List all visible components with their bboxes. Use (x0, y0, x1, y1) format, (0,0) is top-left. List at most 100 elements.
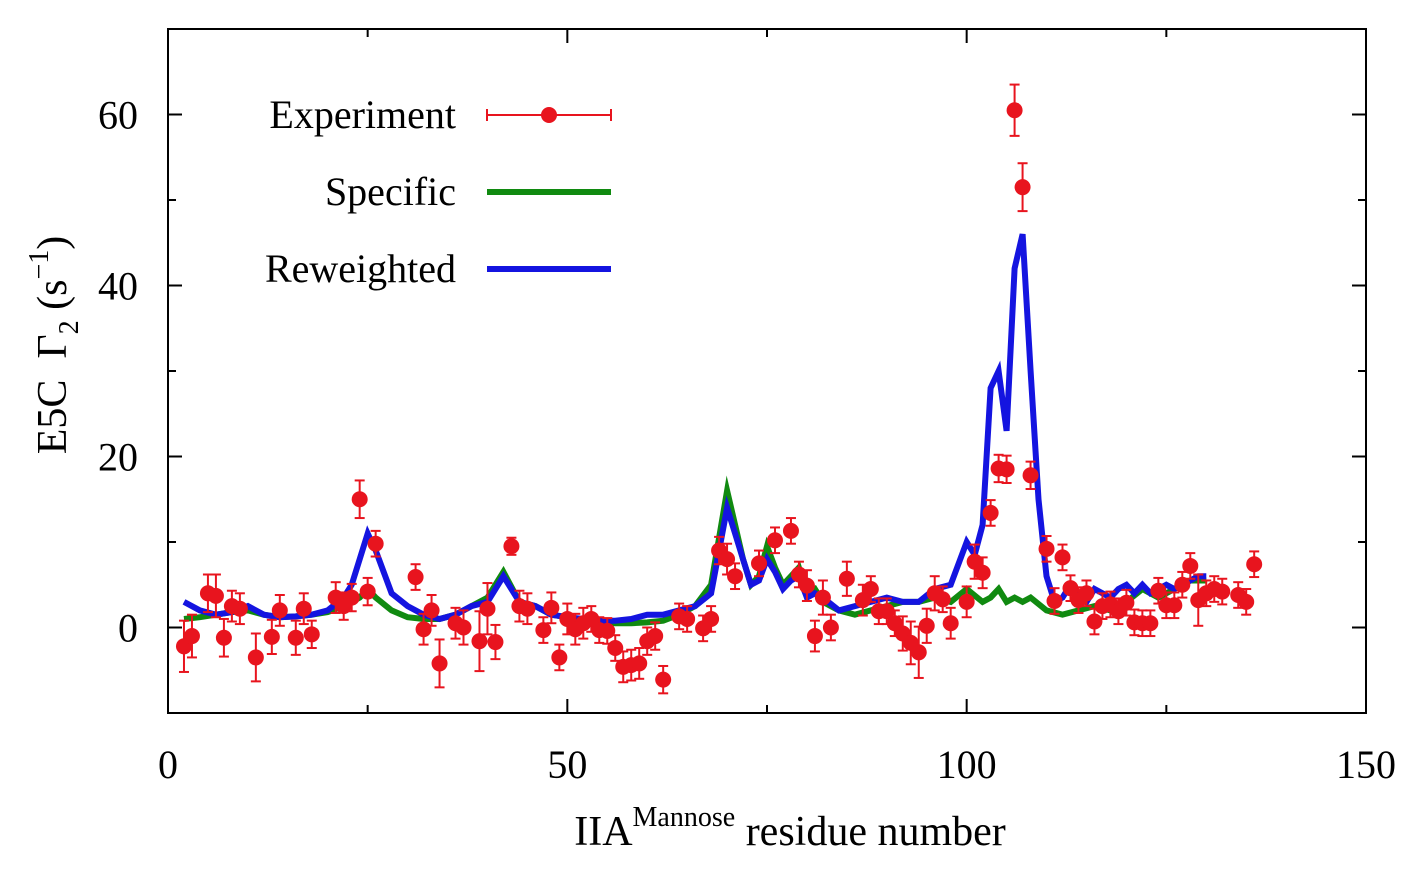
experiment-point (982, 504, 999, 521)
y-axis-label-post: ) (30, 236, 76, 250)
experiment-point (271, 602, 288, 619)
experiment-point (798, 577, 815, 594)
experiment-point (1150, 582, 1167, 599)
experiment-point (782, 522, 799, 539)
experiment-point (183, 628, 200, 645)
experiment-point (487, 634, 504, 651)
experiment-point (1214, 583, 1231, 600)
x-axis-label-main: IIA (574, 809, 633, 855)
tick-labels: 0 50 100 150 0 20 40 60 (98, 93, 1396, 788)
experiment-point (287, 629, 304, 646)
experiment-point (918, 617, 935, 634)
axis-ticks (167, 29, 1367, 713)
experiment-point (998, 461, 1015, 478)
experiment-point (655, 671, 672, 688)
experiment-point (1246, 556, 1263, 573)
experiment-point (351, 491, 368, 508)
y-tick-label: 0 (118, 606, 138, 651)
experiment-point (854, 592, 871, 609)
experiment-point (231, 600, 248, 617)
legend-experiment-marker (541, 107, 557, 123)
experiment-point (343, 589, 360, 606)
experiment-point (535, 622, 552, 639)
experiment-point (423, 602, 440, 619)
experiment-point (1238, 593, 1255, 610)
x-tick-label: 150 (1336, 742, 1396, 787)
experiment-point (631, 655, 648, 672)
experiment-point (1006, 102, 1023, 119)
experiment-point (455, 619, 472, 636)
experiment-point (934, 591, 951, 608)
plot-frame (167, 28, 1367, 714)
plot-content (175, 83, 1263, 695)
experiment-point (471, 633, 488, 650)
experiment-point (1174, 576, 1191, 593)
experiment-point (1014, 179, 1031, 196)
experiment-point (647, 628, 664, 645)
experiment-point (814, 589, 831, 606)
x-tick-label: 50 (547, 742, 587, 787)
experiment-point (263, 628, 280, 645)
experiment-point (1182, 557, 1199, 574)
y-axis-label: E5C Γ2 (s−1) (24, 236, 85, 455)
experiment-point (1046, 592, 1063, 609)
experiment-point (207, 587, 224, 604)
experiment-point (295, 600, 312, 617)
experiment-point (679, 610, 696, 627)
x-tick-label: 100 (937, 742, 997, 787)
experiment-point (806, 628, 823, 645)
experiment-point (415, 621, 432, 638)
experiment-point (727, 568, 744, 585)
experiment-point (1078, 585, 1095, 602)
y-tick-label: 60 (98, 93, 138, 138)
experiment-point (1142, 615, 1159, 632)
experiment-point (551, 649, 568, 666)
experiment-point (303, 626, 320, 643)
y-axis-label-mid: (s (30, 280, 76, 321)
experiment-point (751, 555, 768, 572)
y-tick-label: 40 (98, 264, 138, 309)
experiment-point (1038, 540, 1055, 557)
experiment-point (862, 581, 879, 598)
experiment-point (838, 570, 855, 587)
x-tick-label: 0 (158, 742, 178, 787)
experiment-point (607, 640, 624, 657)
y-axis-label-sub: 2 (54, 320, 85, 334)
y-axis-label-sup: −1 (24, 250, 55, 280)
experiment-point (974, 564, 991, 581)
experiment-point (503, 538, 520, 555)
x-axis-label-rest: residue number (735, 809, 1006, 855)
experiment-point (543, 599, 560, 616)
experiment-point (1086, 613, 1103, 630)
x-axis-label: IIAMannose residue number (574, 802, 1006, 855)
experiment-point (215, 629, 232, 646)
legend-label: Experiment (269, 92, 456, 137)
y-axis-label-pre: E5C Γ (30, 334, 76, 454)
experiment-point (583, 610, 600, 627)
experiment-point (479, 600, 496, 617)
experiment-point (367, 535, 384, 552)
experiment-point (719, 551, 736, 568)
experiment-point (822, 619, 839, 636)
experiment-point (431, 655, 448, 672)
experiment-point (247, 649, 264, 666)
y-tick-label: 20 (98, 435, 138, 480)
experiment-point (1054, 549, 1071, 566)
experiment-point (878, 603, 895, 620)
experiment-point (359, 583, 376, 600)
legend-label: Specific (325, 169, 456, 214)
experiment-point (407, 569, 424, 586)
legend: Experiment Specific Reweighted (265, 92, 612, 291)
experiment-point (766, 532, 783, 549)
experiment-point (1166, 597, 1183, 614)
legend-label: Reweighted (265, 246, 456, 291)
experiment-point (1062, 580, 1079, 597)
experiment-point (1118, 594, 1135, 611)
experiment-point (703, 610, 720, 627)
experiment-point (958, 593, 975, 610)
experiment-point (519, 600, 536, 617)
experiment-point (910, 644, 927, 661)
experiment-point (1022, 467, 1039, 484)
